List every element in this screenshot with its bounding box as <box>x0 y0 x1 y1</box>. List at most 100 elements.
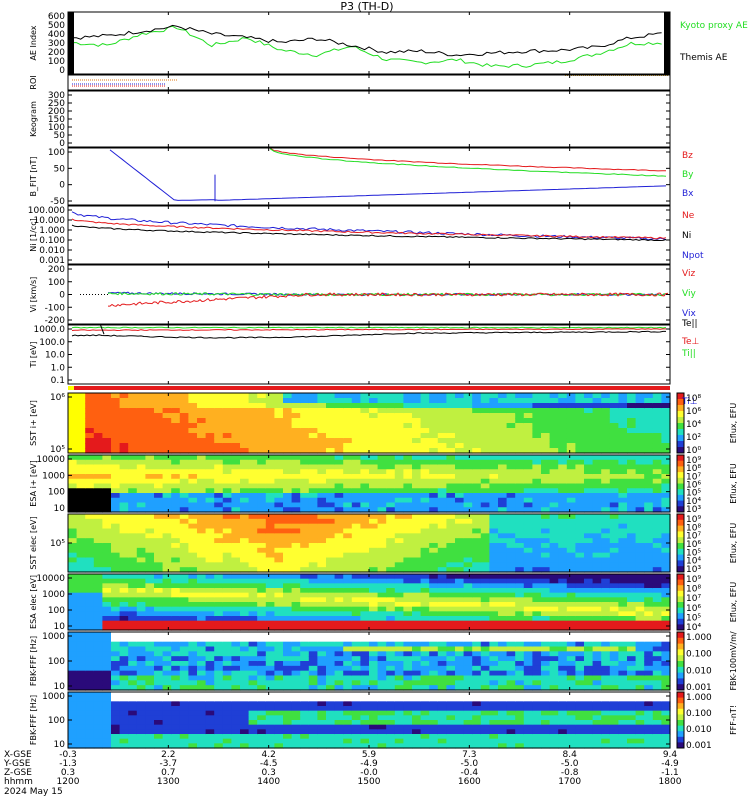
sst-ion-cell <box>480 423 490 429</box>
esa-ion-cell <box>291 497 301 504</box>
esa-ion-cell <box>558 493 568 499</box>
sst-electron-cell <box>437 557 447 563</box>
esa-electron-cell <box>257 602 267 608</box>
esa-ion-cell <box>635 469 645 475</box>
fbk-scm-cell <box>394 710 404 716</box>
sst-electron-cell <box>575 523 585 530</box>
sst-electron-cell <box>523 518 533 525</box>
esa-electron-cell <box>326 588 336 594</box>
sst-ion-cell <box>523 418 533 424</box>
sst-ion-cell <box>532 438 542 444</box>
esa-ion-cell <box>627 483 637 489</box>
esa-ion-cell <box>197 478 207 485</box>
sst-ion-cell <box>566 438 576 444</box>
fbk-scm-cell <box>360 692 370 698</box>
esa-ion-cell <box>351 507 361 513</box>
esa-ion-cell <box>248 502 258 508</box>
esa-electron-cell <box>455 602 465 608</box>
fbk-scm-cell <box>351 710 361 716</box>
esa-ion-cell <box>68 455 78 461</box>
esa-electron-cell <box>618 597 628 603</box>
esa-electron-cell <box>472 574 482 580</box>
fbk-fff-cell <box>369 632 379 638</box>
esa-ion-cell <box>317 474 327 480</box>
fbk-scm-cell <box>257 692 267 698</box>
fbk-fff-cell <box>93 656 103 662</box>
sst-ion-cell <box>360 438 370 444</box>
sst-ion-cell <box>429 408 439 414</box>
sst-electron-cell <box>635 543 645 549</box>
sst-ion-cell <box>584 398 594 404</box>
esa-ion-cell <box>489 497 499 504</box>
esa-electron-cell <box>68 616 78 622</box>
fbk-scm-cell <box>437 706 447 712</box>
sst-electron-cell <box>506 543 516 549</box>
fbk-scm-cell <box>541 710 551 716</box>
esa-ion-cell <box>68 483 78 489</box>
sst-ion-cell <box>412 408 422 414</box>
fbk-fff-cell <box>102 680 112 686</box>
fbk-fff-cell <box>317 632 327 638</box>
fbk-scm-cell <box>601 743 611 749</box>
esa-electron-cell <box>661 574 671 580</box>
fbk-fff-cell <box>154 651 164 657</box>
esa-electron-cell <box>635 588 645 594</box>
sst-ion-cell <box>403 393 413 399</box>
fbk-fff-cell <box>386 670 396 677</box>
sst-electron-cell <box>326 562 336 568</box>
fbk-scm-cell <box>205 734 215 740</box>
fbk-scm-cell <box>334 738 344 744</box>
esa-ion-cell <box>566 507 576 513</box>
sst-ion-cell <box>592 448 602 454</box>
fbk-fff-cell <box>541 685 551 691</box>
esa-ion-cell <box>326 507 336 513</box>
esa-ion-cell <box>394 469 404 475</box>
sst-ion-cell <box>592 423 602 429</box>
sst-electron-cell <box>248 547 258 554</box>
esa-electron-cell <box>68 574 78 580</box>
sst-ion-cell <box>558 443 568 449</box>
fbk-scm-cell <box>248 715 258 721</box>
esa-ion-cell <box>291 507 301 513</box>
sst-electron-cell <box>463 538 473 544</box>
esa-electron-cell <box>498 616 508 622</box>
esa-ion-cell <box>437 478 447 485</box>
esa-ion-cell <box>205 464 215 470</box>
sst-electron-cell <box>489 547 499 554</box>
esa-ion-cell <box>472 455 482 461</box>
fbk-scm-cell <box>480 692 490 698</box>
fbk-scm-cell <box>403 706 413 712</box>
fbk-fff-cell <box>188 661 198 667</box>
esa-ion-cell <box>334 455 344 461</box>
esa-electron-cell <box>437 578 447 584</box>
fbk-scm-cell <box>128 734 138 740</box>
sst-ion-cell <box>420 398 430 404</box>
fbk-fff-cell <box>480 632 490 638</box>
sst-electron-cell <box>111 538 121 544</box>
esa-ion-cell <box>119 488 129 494</box>
esa-ion-cell <box>592 507 602 513</box>
sst-electron-cell <box>360 562 370 568</box>
sst-electron-cell <box>644 538 654 544</box>
esa-ion-cell <box>523 469 533 475</box>
fbk-fff-cell <box>437 661 447 667</box>
fbk-fff-cell <box>240 680 250 686</box>
fbk-scm-cell <box>136 696 146 702</box>
esa-electron-cell <box>549 602 559 608</box>
fbk-fff-cell <box>394 656 404 662</box>
esa-ion-cell <box>575 507 585 513</box>
sst-electron-cell <box>369 528 379 534</box>
sst-ion-cell <box>635 428 645 434</box>
esa-electron-cell <box>644 578 654 584</box>
esa-ion-cell <box>455 469 465 475</box>
esa-ion-cell <box>197 507 207 513</box>
esa-electron-cell <box>274 578 284 584</box>
fbk-scm-cell <box>85 706 95 712</box>
fbk-scm-cell <box>162 734 172 740</box>
sst-electron-cell <box>592 538 602 544</box>
sst-ion-cell <box>523 423 533 429</box>
fbk-scm-cell <box>326 743 336 749</box>
sst-ion-cell <box>334 398 344 404</box>
fbk-fff-cell <box>240 636 250 643</box>
plot-title: P3 (TH-D) <box>340 0 393 13</box>
